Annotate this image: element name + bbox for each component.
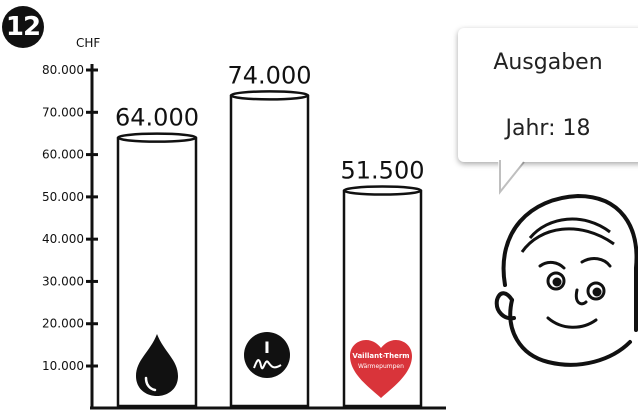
speech-bubble-tail	[498, 158, 526, 195]
bubble-year: Jahr: 18	[505, 116, 591, 141]
heart-shape	[350, 340, 412, 398]
y-tick-label: 80.000	[42, 63, 84, 77]
bar-top-rim	[229, 90, 310, 101]
info-sign-icon: I	[244, 332, 290, 378]
slide-number-badge: 12	[2, 6, 44, 48]
bar-2: 74.000	[228, 61, 312, 408]
bar-top-rim	[116, 132, 198, 143]
y-tick-label: 20.000	[42, 317, 84, 331]
chart-bars: 64.000 74.000 51.500 I Vaillant-Therm Wärmepu…	[115, 61, 425, 408]
chart-axes: CHF 10.000 20.000 30.000 40.000 50.000 60.000 7…	[42, 36, 446, 410]
y-tick-label: 60.000	[42, 148, 84, 162]
speech-bubble: Ausgaben Jahr: 18	[458, 28, 638, 162]
oil-drop-icon	[136, 334, 178, 396]
y-tick-label: 30.000	[42, 274, 84, 288]
bar-top-rim	[342, 185, 423, 196]
y-tick-label: 10.000	[42, 359, 84, 373]
bar-value-label: 74.000	[228, 61, 312, 89]
drop-highlight	[144, 376, 157, 392]
y-axis-label: CHF	[76, 36, 100, 50]
sign-wave	[253, 359, 282, 370]
character-face-illustration	[494, 193, 638, 367]
sign-letter: I	[264, 338, 270, 357]
bar-body	[116, 137, 198, 408]
bar-value-label: 64.000	[115, 104, 199, 132]
heating-logo-icon: Vaillant-Therm Wärmepumpen	[350, 340, 412, 398]
y-tick-label: 50.000	[42, 190, 84, 204]
logo-text-line1: Vaillant-Therm	[352, 352, 409, 360]
y-tick-label: 40.000	[42, 232, 84, 246]
bubble-title: Ausgaben	[493, 50, 603, 75]
bar-value-label: 51.500	[341, 157, 425, 185]
bar-1: 64.000	[115, 104, 199, 408]
y-tick-label: 70.000	[42, 105, 84, 119]
bar-body	[229, 95, 310, 408]
logo-text-line2: Wärmepumpen	[358, 363, 404, 370]
